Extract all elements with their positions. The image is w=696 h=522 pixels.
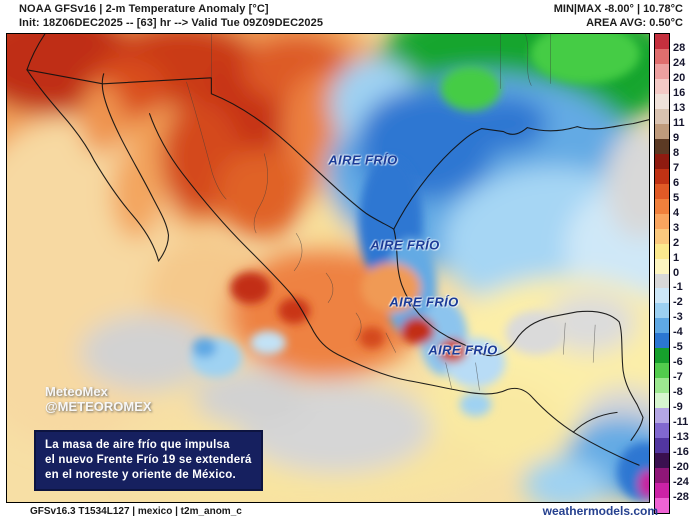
colorbar-tick: 5 bbox=[673, 191, 680, 204]
anomaly-field-graphic bbox=[7, 34, 649, 502]
colorbar-tick: -28 bbox=[673, 491, 689, 504]
colorbar-tick: -16 bbox=[673, 446, 689, 459]
coastline-borders bbox=[26, 34, 649, 466]
watermark-line2: @METEOROMEX bbox=[45, 399, 152, 414]
colorbar-segment bbox=[655, 303, 669, 319]
colorbar-tick: 11 bbox=[673, 116, 685, 129]
colorbar-tick: 6 bbox=[673, 176, 680, 189]
annotation-box: La masa de aire frío que impulsa el nuevo… bbox=[34, 430, 263, 491]
colorbar-tick: -24 bbox=[673, 476, 689, 489]
map-title: NOAA GFSv16 | 2-m Temperature Anomaly [°… bbox=[19, 3, 269, 15]
colorbar-tick: -2 bbox=[673, 296, 683, 309]
anomaly-blobs-small bbox=[190, 34, 649, 502]
colorbar-tick: 1 bbox=[673, 251, 680, 264]
colorbar-tick: -20 bbox=[673, 461, 689, 474]
annotation-line: La masa de aire frío que impulsa bbox=[45, 439, 230, 451]
colorbar bbox=[654, 33, 670, 514]
colorbar-segment bbox=[655, 168, 669, 184]
colorbar-tick: 9 bbox=[673, 131, 680, 144]
init-valid-line: Init: 18Z06DEC2025 -- [63] hr --> Valid … bbox=[19, 17, 324, 29]
colorbar-segment bbox=[655, 363, 669, 379]
colorbar-segment bbox=[655, 213, 669, 229]
colorbar-tick: 8 bbox=[673, 146, 680, 159]
colorbar-segment bbox=[655, 318, 669, 334]
colorbar-tick: -3 bbox=[673, 311, 683, 324]
colorbar-tick: -11 bbox=[673, 416, 689, 429]
colorbar-tick: -9 bbox=[673, 401, 683, 414]
aire-frio-label: AIRE FRÍO bbox=[370, 237, 440, 253]
colorbar-tick: 16 bbox=[673, 86, 686, 99]
colorbar-segment bbox=[655, 333, 669, 349]
colorbar-tick: 28 bbox=[673, 41, 686, 54]
header-stats-block: MIN|MAX -8.00° | 10.78°C AREA AVG: 0.50°… bbox=[554, 2, 683, 30]
colorbar-segment bbox=[655, 258, 669, 274]
colorbar-segment bbox=[655, 483, 669, 499]
minmax-value: MIN|MAX -8.00° | 10.78°C bbox=[553, 3, 683, 15]
colorbar-segment bbox=[655, 423, 669, 439]
colorbar-segment bbox=[655, 243, 669, 259]
colorbar-tick: 20 bbox=[673, 71, 686, 84]
colorbar-tick: -7 bbox=[673, 371, 683, 384]
annotation-line: en el noreste y oriente de México. bbox=[45, 469, 236, 481]
colorbar-segment bbox=[655, 438, 669, 454]
aire-frio-label: AIRE FRÍO bbox=[328, 152, 398, 168]
colorbar-segment bbox=[655, 63, 669, 79]
colorbar-tick: 0 bbox=[673, 266, 680, 279]
colorbar-tick: -13 bbox=[673, 431, 689, 444]
colorbar-segment bbox=[655, 123, 669, 139]
colorbar-tick: 13 bbox=[673, 101, 686, 114]
colorbar-tick: -8 bbox=[673, 386, 683, 399]
aire-frio-label: AIRE FRÍO bbox=[389, 294, 459, 310]
model-info-line: GFSv16.3 T1534L127 | mexico | t2m_anom_c bbox=[30, 506, 242, 517]
colorbar-segment bbox=[655, 228, 669, 244]
area-avg-value: AREA AVG: 0.50°C bbox=[586, 17, 683, 29]
colorbar-segment bbox=[655, 273, 669, 289]
colorbar-tick: 3 bbox=[673, 221, 680, 234]
colorbar-segment bbox=[655, 138, 669, 154]
watermark-line1: MeteoMex bbox=[45, 384, 108, 399]
colorbar-tick: 7 bbox=[673, 161, 680, 174]
colorbar-tick: 4 bbox=[673, 206, 680, 219]
colorbar-tick: 24 bbox=[673, 56, 686, 69]
colorbar-segment bbox=[655, 153, 669, 169]
watermark: MeteoMex @METEOROMEX bbox=[45, 384, 152, 414]
colorbar-tick: -4 bbox=[673, 326, 683, 339]
colorbar-tick-labels: 28 24 20 16 13 11 9 8 7 6 5 4 3 2 1 0 -1 -2 -3 -4 -5 -6 -7 -8 -9… bbox=[673, 33, 695, 512]
colorbar-segment bbox=[655, 468, 669, 484]
colorbar-segment bbox=[655, 408, 669, 424]
colorbar-segment bbox=[655, 348, 669, 364]
colorbar-segment bbox=[655, 378, 669, 394]
colorbar-segment bbox=[655, 48, 669, 64]
anomaly-map: AIRE FRÍO AIRE FRÍO AIRE FRÍO AIRE FRÍO Met… bbox=[6, 33, 650, 503]
aire-frio-label: AIRE FRÍO bbox=[428, 342, 498, 358]
colorbar-segment bbox=[655, 78, 669, 94]
colorbar-segment bbox=[655, 198, 669, 214]
annotation-line: el nuevo Frente Frío 19 se extenderá bbox=[45, 454, 252, 466]
header-text-block: NOAA GFSv16 | 2-m Temperature Anomaly [°… bbox=[19, 2, 323, 30]
colorbar-segment bbox=[655, 93, 669, 109]
state-boundaries bbox=[186, 34, 596, 391]
colorbar-tick: -5 bbox=[673, 341, 683, 354]
colorbar-segment bbox=[655, 288, 669, 304]
colorbar-segment bbox=[655, 183, 669, 199]
colorbar-tick: -1 bbox=[673, 281, 683, 294]
colorbar-segment bbox=[655, 498, 669, 513]
colorbar-segment bbox=[655, 108, 669, 124]
colorbar-tick: -6 bbox=[673, 356, 683, 369]
weathermodels-credit: weathermodels.com bbox=[542, 504, 658, 518]
colorbar-segment bbox=[655, 34, 669, 49]
colorbar-segment bbox=[655, 393, 669, 409]
colorbar-tick: 2 bbox=[673, 236, 680, 249]
colorbar-segment bbox=[655, 453, 669, 469]
